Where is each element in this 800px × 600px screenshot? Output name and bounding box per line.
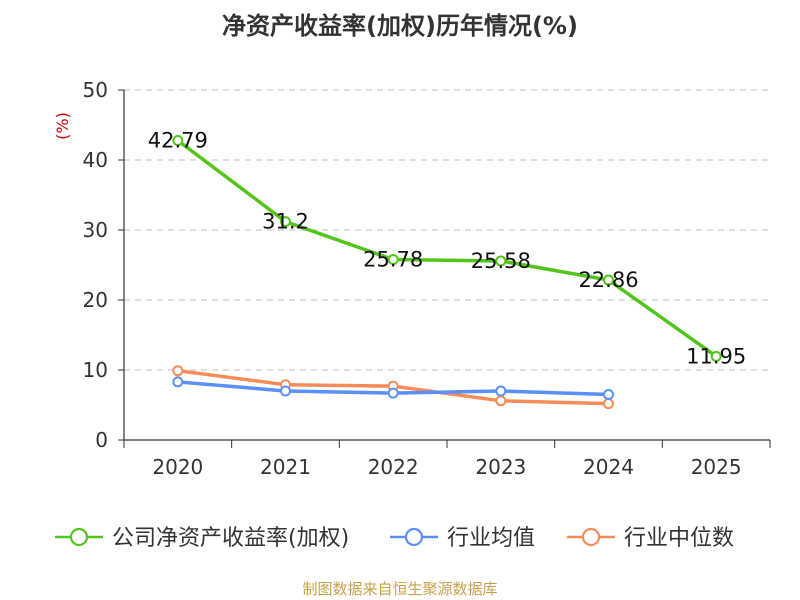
x-tick-label: 2025 [691, 455, 742, 479]
chart-title: 净资产收益率(加权)历年情况(%) [222, 12, 578, 40]
x-tick-label: 2024 [583, 455, 634, 479]
legend-label: 行业中位数 [624, 526, 734, 551]
data-point [387, 254, 399, 266]
y-tick-label: 20 [83, 288, 108, 312]
x-tick-label: 2023 [475, 455, 526, 479]
x-tick-label: 2021 [260, 455, 311, 479]
data-point [495, 395, 507, 407]
data-label: 22.86 [578, 268, 638, 292]
y-tick-label: 40 [83, 148, 108, 172]
data-source-note: 制图数据来自恒生聚源数据库 [302, 580, 498, 598]
y-tick-label: 0 [95, 428, 108, 452]
data-label: 25.58 [471, 249, 531, 273]
y-tick-label: 10 [83, 358, 108, 382]
legend-marker [69, 527, 89, 547]
data-label: 42.79 [148, 128, 208, 152]
x-tick-label: 2022 [368, 455, 419, 479]
data-point [172, 134, 184, 146]
data-point [280, 216, 291, 228]
y-axis-label: (%) [53, 112, 72, 140]
data-point [280, 385, 291, 397]
y-tick-label: 50 [83, 78, 108, 102]
data-point [172, 376, 184, 388]
series-line [176, 138, 718, 359]
data-point [172, 365, 184, 377]
legend-marker [404, 527, 424, 547]
data-point [603, 398, 614, 410]
data-point [603, 274, 614, 286]
legend-label: 行业均值 [447, 526, 535, 551]
data-point [495, 255, 507, 267]
data-point [387, 387, 399, 399]
data-point [495, 385, 507, 397]
legend-marker [581, 527, 601, 547]
data-point [710, 350, 722, 362]
x-tick-label: 2020 [152, 455, 203, 479]
y-tick-label: 30 [83, 218, 108, 242]
data-label: 25.78 [363, 248, 423, 272]
legend-label: 公司净资产收益率(加权) [112, 526, 349, 551]
data-point [603, 389, 614, 400]
data-label: 31.2 [262, 210, 309, 234]
data-label: 11.95 [686, 344, 746, 368]
